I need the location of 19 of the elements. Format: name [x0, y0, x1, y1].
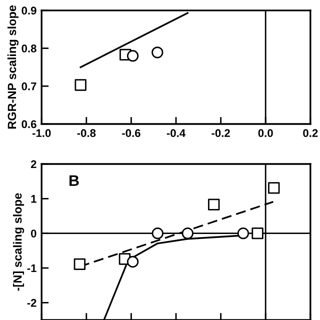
y-tick-label: 0.7: [22, 82, 36, 90]
y-tick-label: -1: [27, 264, 36, 272]
x-tick-label: 0.2: [303, 129, 318, 138]
x-tick-label: -0.8: [77, 129, 96, 138]
y-tick-label: 0.6: [22, 120, 36, 128]
x-tick-label: -0.6: [122, 129, 140, 138]
y-tick-label: 0: [31, 230, 36, 238]
annotation: B: [70, 175, 79, 186]
y-axis-title: -[N] scaling slope: [13, 193, 24, 291]
y-tick-label: 0.8: [22, 44, 36, 52]
x-tick-label: -0.2: [212, 129, 230, 138]
x-tick-label: -1.0: [32, 129, 51, 138]
x-tick-label: -0.4: [166, 129, 186, 138]
y-tick-label: 1: [31, 195, 36, 203]
y-tick-label: -2: [27, 298, 36, 307]
y-tick-label: 2: [30, 160, 36, 168]
y-tick-label: 0.9: [22, 6, 36, 15]
y-axis-title: RGR-NP scaling slope: [7, 5, 19, 129]
x-tick-label: 0.0: [258, 129, 273, 138]
